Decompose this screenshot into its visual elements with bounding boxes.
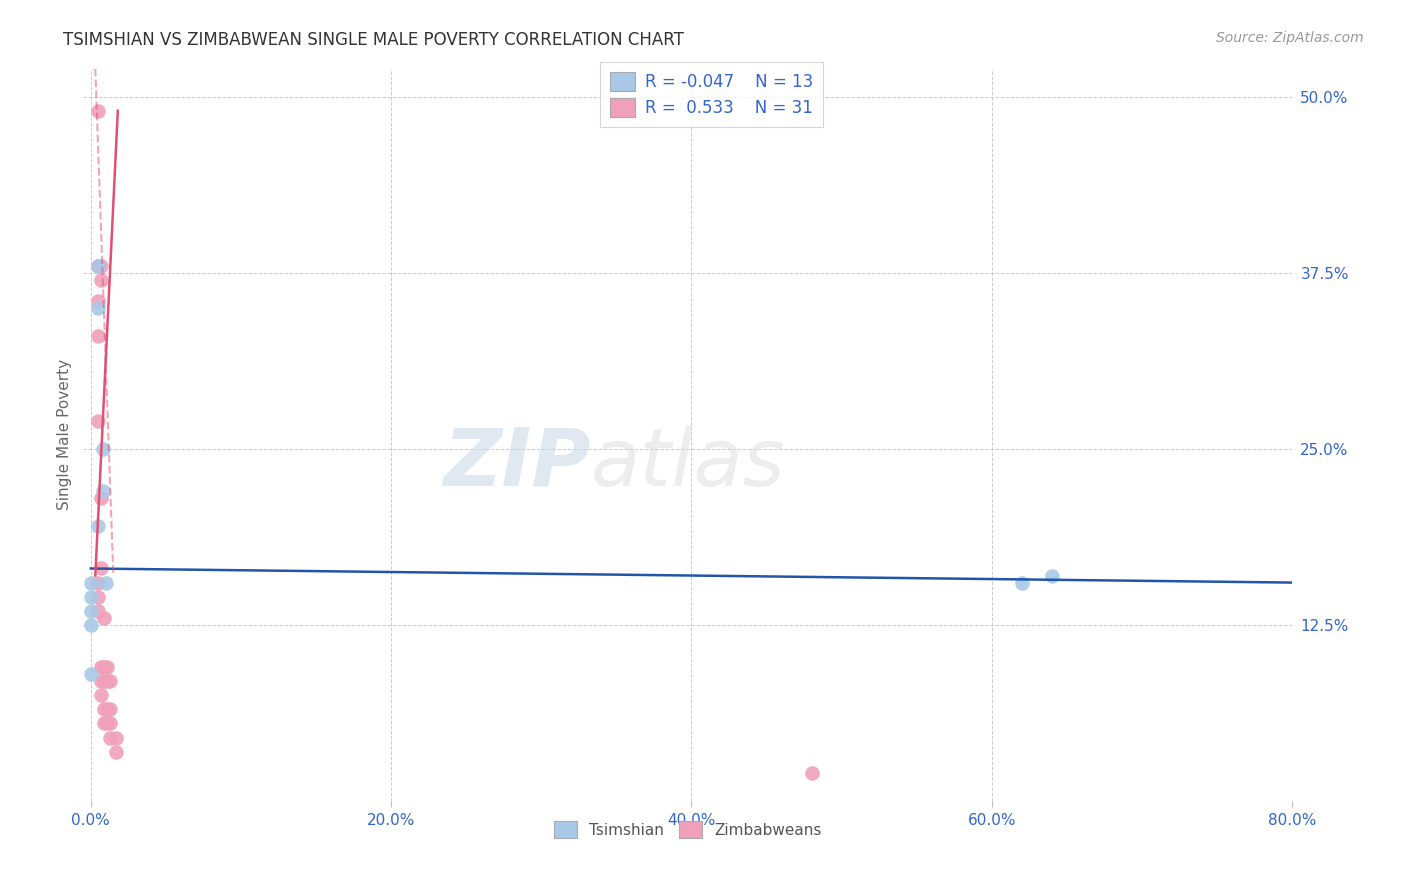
Point — [87, 414, 110, 428]
Point — [93, 674, 115, 689]
Point — [80, 617, 103, 632]
Point — [87, 329, 110, 343]
Point — [87, 301, 110, 315]
Y-axis label: Single Male Poverty: Single Male Poverty — [58, 359, 72, 510]
Point — [80, 590, 103, 604]
Point — [87, 590, 110, 604]
Point — [96, 674, 118, 689]
Point — [91, 442, 114, 456]
Point — [90, 561, 112, 575]
Point — [87, 293, 110, 308]
Point — [90, 491, 112, 505]
Point — [105, 731, 128, 745]
Text: Source: ZipAtlas.com: Source: ZipAtlas.com — [1216, 31, 1364, 45]
Point — [96, 660, 118, 674]
Point — [80, 667, 103, 681]
Point — [80, 604, 103, 618]
Point — [800, 765, 823, 780]
Legend: Tsimshian, Zimbabweans: Tsimshian, Zimbabweans — [547, 814, 828, 845]
Point — [96, 716, 118, 731]
Point — [93, 611, 115, 625]
Point — [1011, 575, 1033, 590]
Point — [96, 702, 118, 716]
Point — [98, 716, 121, 731]
Text: atlas: atlas — [591, 425, 786, 503]
Point — [87, 604, 110, 618]
Point — [90, 688, 112, 702]
Text: ZIP: ZIP — [443, 425, 591, 503]
Point — [80, 575, 103, 590]
Text: TSIMSHIAN VS ZIMBABWEAN SINGLE MALE POVERTY CORRELATION CHART: TSIMSHIAN VS ZIMBABWEAN SINGLE MALE POVE… — [63, 31, 685, 49]
Point — [90, 660, 112, 674]
Point — [87, 575, 110, 590]
Point — [87, 259, 110, 273]
Point — [98, 702, 121, 716]
Point — [87, 103, 110, 118]
Point — [90, 674, 112, 689]
Point — [1040, 568, 1063, 582]
Point — [87, 519, 110, 533]
Point — [98, 674, 121, 689]
Point — [87, 259, 110, 273]
Point — [91, 483, 114, 498]
Point — [90, 273, 112, 287]
Point — [93, 716, 115, 731]
Point — [105, 745, 128, 759]
Point — [90, 259, 112, 273]
Point — [98, 731, 121, 745]
Point — [94, 575, 117, 590]
Point — [93, 702, 115, 716]
Point — [93, 660, 115, 674]
